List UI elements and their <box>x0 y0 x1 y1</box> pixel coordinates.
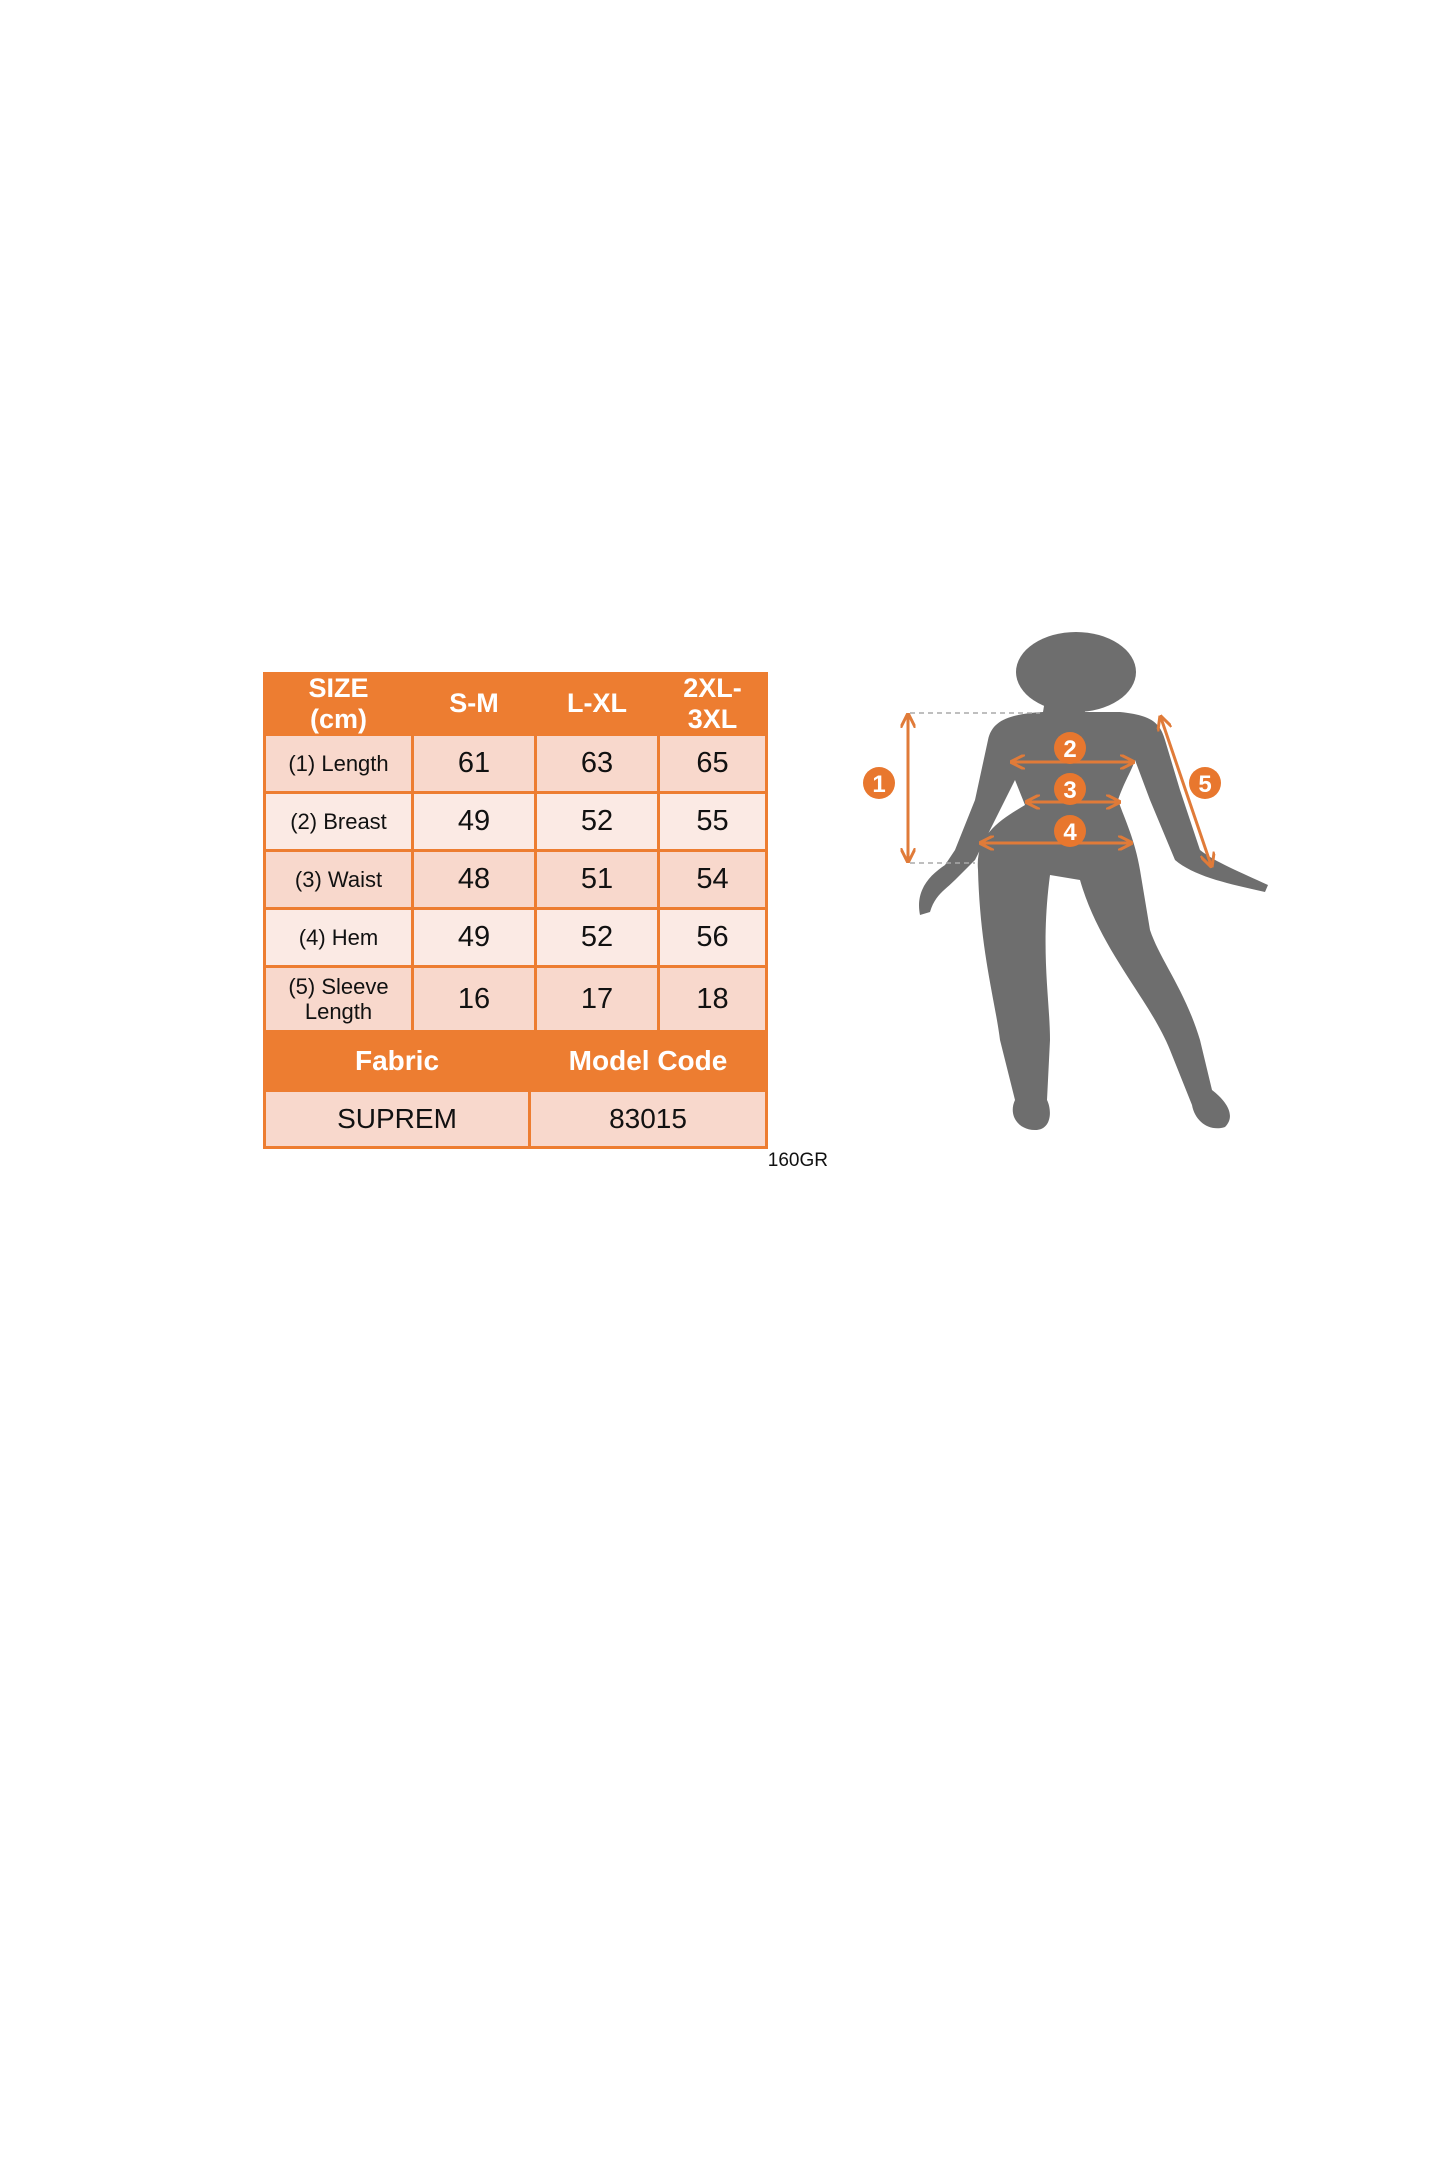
silhouette-head <box>1016 632 1136 712</box>
value-cell: 63 <box>537 736 657 791</box>
marker-3: 3 <box>1054 773 1086 805</box>
table-row: (5) Sleeve Length 16 17 18 <box>266 968 765 1030</box>
value-cell: 52 <box>537 910 657 965</box>
value-cell: 54 <box>660 852 765 907</box>
value-cell: 48 <box>414 852 534 907</box>
value-cell: 52 <box>537 794 657 849</box>
fabric-value-row: SUPREM 83015 <box>266 1092 765 1146</box>
marker-4: 4 <box>1054 815 1086 847</box>
model-code-label: Model Code <box>531 1033 765 1089</box>
value-cell: 16 <box>414 968 534 1030</box>
value-cell: 56 <box>660 910 765 965</box>
value-cell: 18 <box>660 968 765 1030</box>
row-label: (2) Breast <box>266 794 411 849</box>
marker-1: 1 <box>863 767 895 799</box>
header-s-m: S-M <box>414 675 534 733</box>
measurement-guides <box>908 712 1211 865</box>
value-cell: 49 <box>414 794 534 849</box>
value-cell: 65 <box>660 736 765 791</box>
row-label: (1) Length <box>266 736 411 791</box>
size-chart-table: SIZE (cm) S-M L-XL 2XL-3XL (1) Length 61 … <box>263 672 768 1149</box>
table-row: (4) Hem 49 52 56 <box>266 910 765 965</box>
svg-text:4: 4 <box>1063 819 1077 846</box>
value-cell: 17 <box>537 968 657 1030</box>
header-size: SIZE (cm) <box>266 673 411 734</box>
svg-text:1: 1 <box>872 771 885 798</box>
header-2xl-3xl-label: 2XL-3XL <box>683 672 742 734</box>
marker-5: 5 <box>1189 767 1221 799</box>
fabric-weight-note: 160GR <box>767 1150 828 1171</box>
row-label: (4) Hem <box>266 910 411 965</box>
fabric-value: SUPREM <box>266 1092 528 1146</box>
table-header: SIZE (cm) S-M L-XL 2XL-3XL <box>266 672 765 734</box>
model-code-value: 83015 <box>531 1092 765 1146</box>
svg-text:3: 3 <box>1063 777 1076 804</box>
row-label: (3) Waist <box>266 852 411 907</box>
value-cell: 51 <box>537 852 657 907</box>
value-cell: 49 <box>414 910 534 965</box>
value-cell: 55 <box>660 794 765 849</box>
fabric-header-row: Fabric Model Code <box>266 1033 765 1089</box>
header-l-xl: L-XL <box>537 675 657 733</box>
table-row: (2) Breast 49 52 55 <box>266 794 765 849</box>
fabric-label: Fabric <box>266 1033 528 1089</box>
svg-text:5: 5 <box>1198 771 1211 798</box>
table-row: (1) Length 61 63 65 <box>266 736 765 791</box>
marker-2: 2 <box>1054 732 1086 764</box>
row-label: (5) Sleeve Length <box>266 968 411 1030</box>
silhouette <box>919 632 1268 1130</box>
header-2xl-3xl: 2XL-3XL <box>660 672 765 734</box>
value-cell: 61 <box>414 736 534 791</box>
silhouette-body <box>919 700 1268 1130</box>
sleeve-arrow <box>1161 718 1211 865</box>
svg-text:2: 2 <box>1063 736 1076 763</box>
table-row: (3) Waist 48 51 54 <box>266 852 765 907</box>
